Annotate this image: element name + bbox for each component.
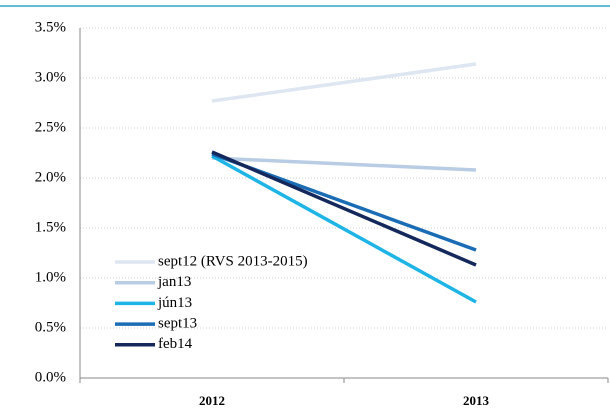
legend-label: sept12 (RVS 2013-2015) [158, 253, 308, 269]
legend-label: jún13 [157, 295, 192, 311]
legend-label: jan13 [157, 274, 191, 290]
y-tick-label: 2.0% [35, 169, 66, 185]
y-tick-label: 1.5% [35, 219, 66, 235]
y-tick-label: 3.5% [35, 19, 66, 35]
y-tick-label: 2.5% [35, 119, 66, 135]
y-tick-label: 3.0% [35, 69, 66, 85]
series-line [211, 150, 477, 267]
x-tick-label: 2012 [199, 393, 225, 408]
y-tick-label: 1.0% [35, 269, 66, 285]
y-tick-label: 0.5% [35, 319, 66, 335]
x-tick-label: 2013 [463, 393, 490, 408]
series-line [211, 62, 477, 103]
legend-label: feb14 [158, 336, 193, 352]
series-line [211, 154, 477, 304]
y-tick-label: 0.0% [35, 369, 66, 385]
legend-label: sept13 [158, 316, 197, 332]
series-line [211, 156, 477, 172]
